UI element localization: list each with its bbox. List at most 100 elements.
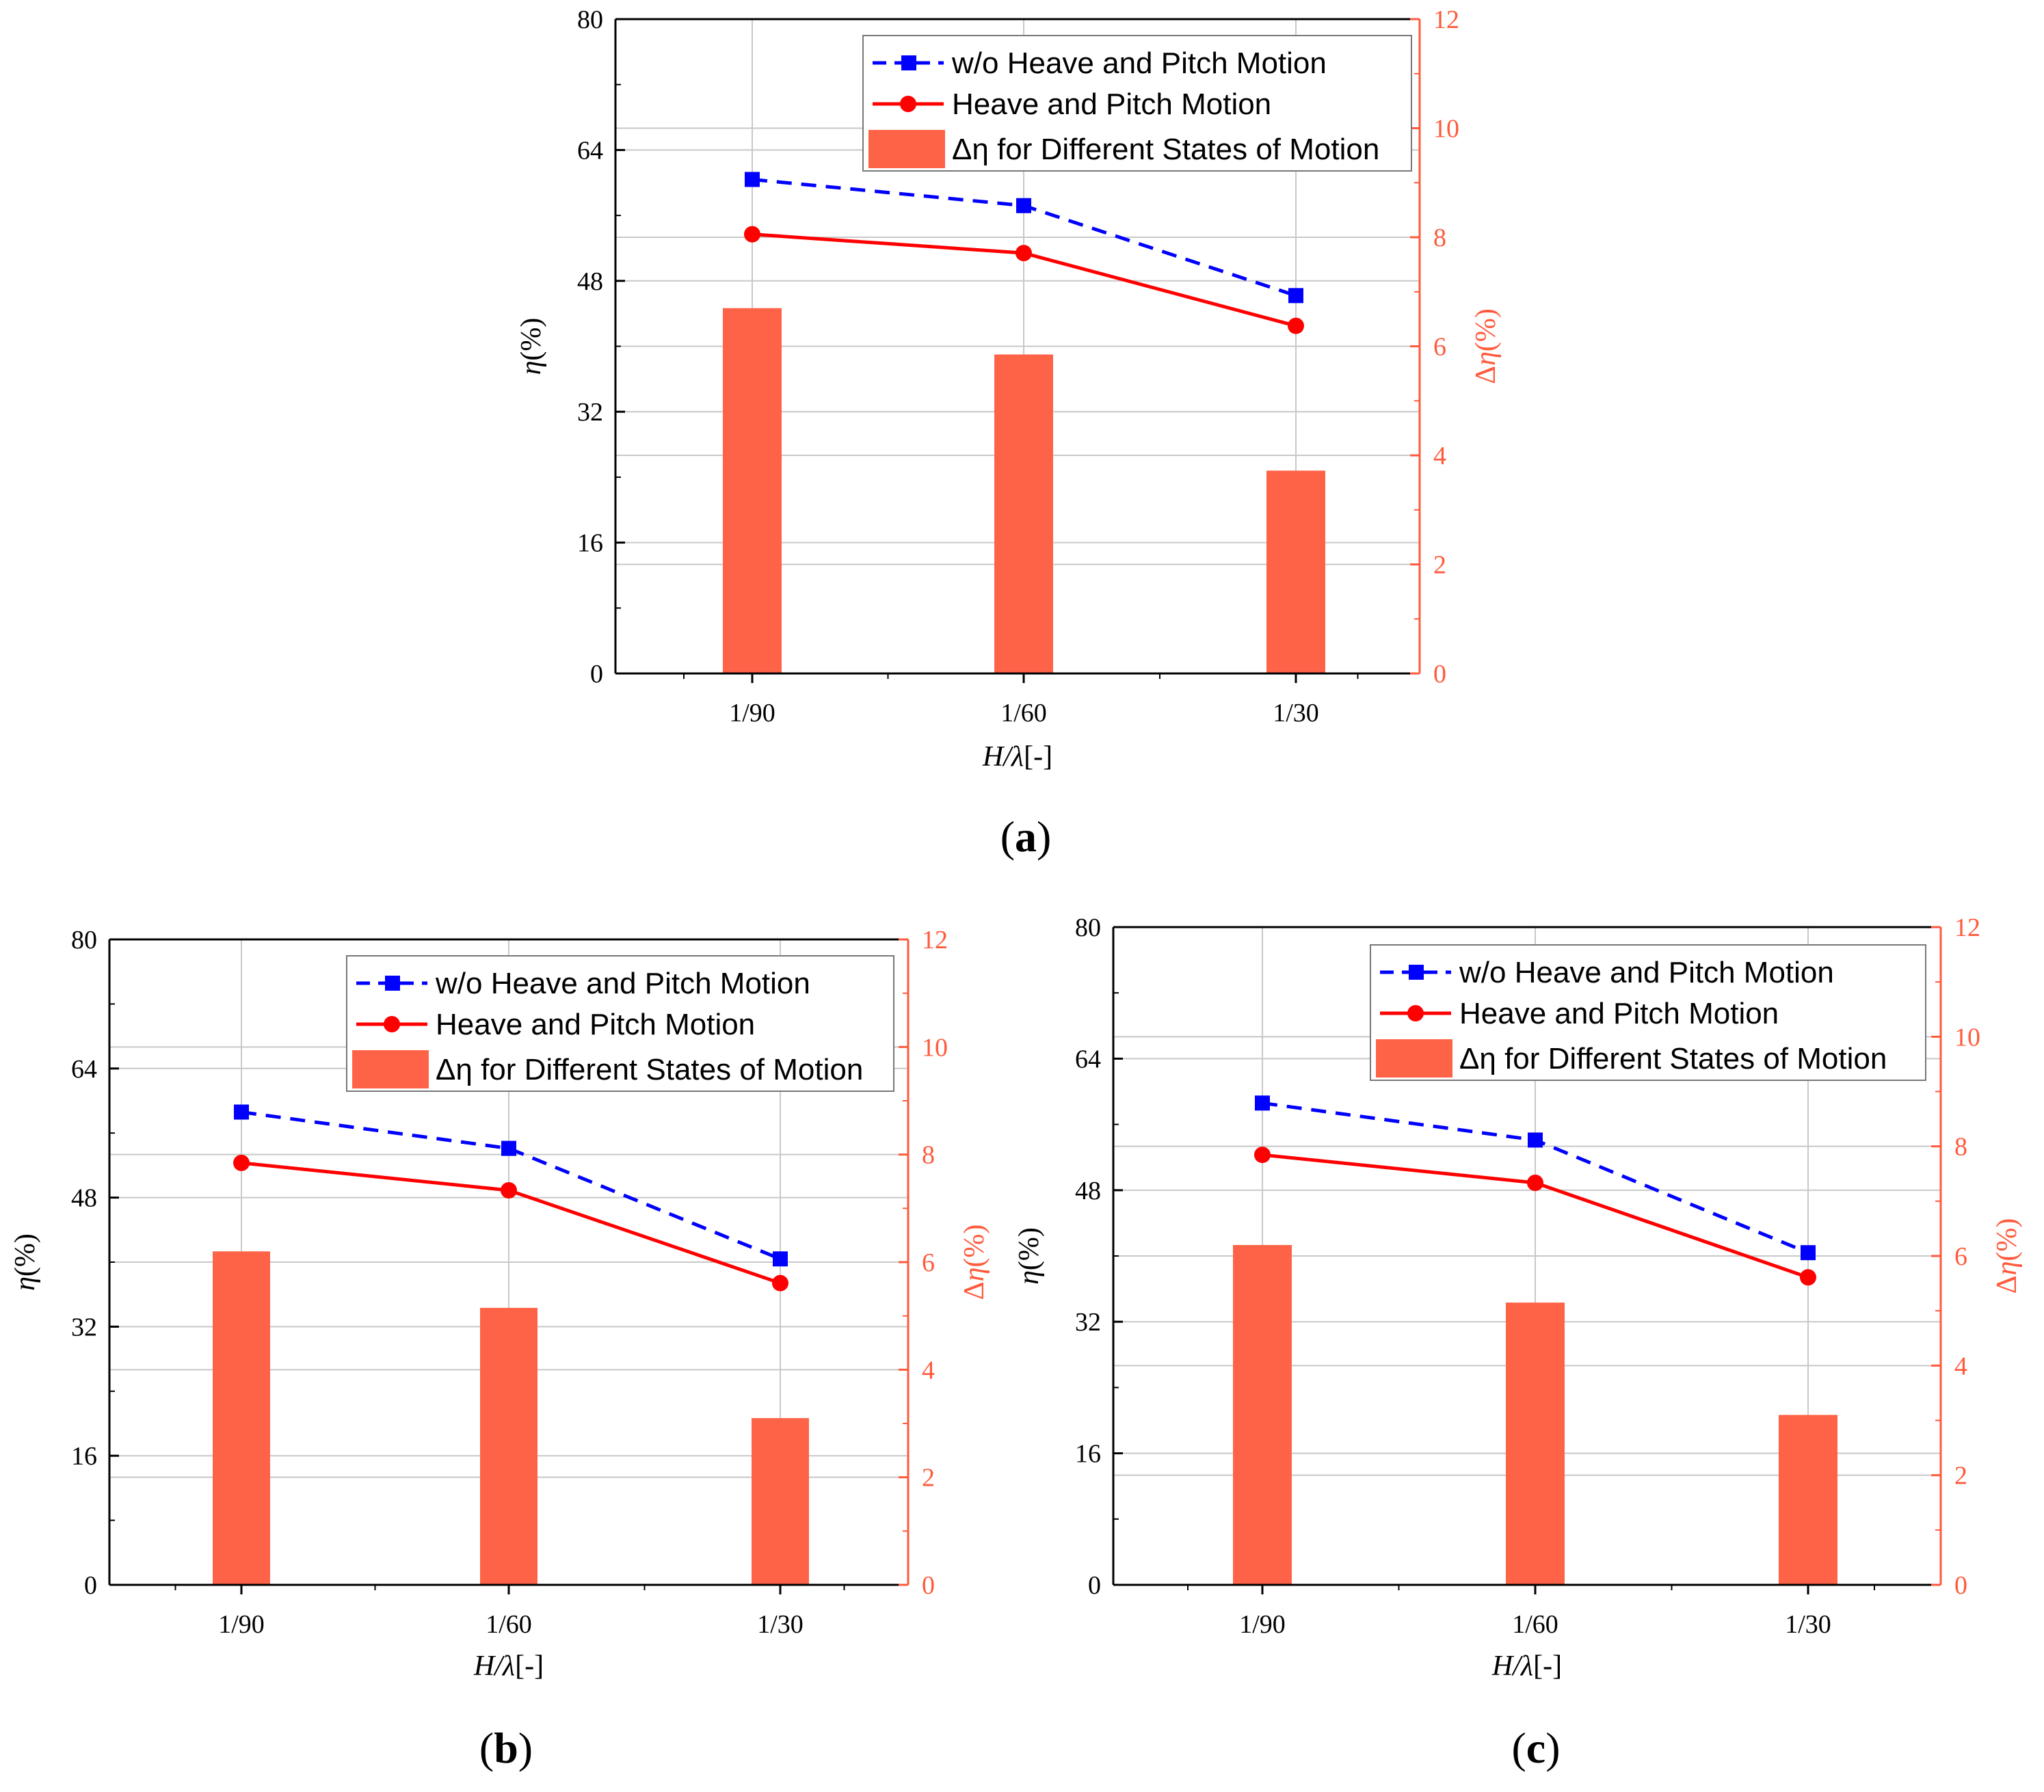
y2tick-label: 2	[1954, 1462, 1967, 1490]
legend-marker-square	[901, 55, 916, 70]
ytick-label: 80	[577, 5, 603, 34]
y2tick-label: 2	[1433, 551, 1446, 580]
ytick-label: 80	[1075, 913, 1101, 942]
legend-box	[862, 35, 1412, 172]
ytick-label: 16	[71, 1442, 97, 1471]
y-axis-label: η(%)	[516, 318, 547, 375]
xtick-label: 1/90	[218, 1610, 265, 1639]
y2tick-label: 4	[922, 1356, 935, 1385]
y2tick-label: 8	[1954, 1133, 1967, 1162]
bar-delta-eta	[213, 1251, 270, 1585]
point-without-motion	[234, 1104, 249, 1120]
y2tick-label: 6	[922, 1248, 935, 1277]
legend: w/o Heave and Pitch Motion Heave and Pitc…	[1370, 944, 1926, 1081]
legend-label-3: Δη for Different States of Motion	[952, 133, 1379, 166]
chart-panel-c: 0 16 32 48 64 80 0 2 4 6 8 10 12 1/90 1/60 1/30 w/o Heav…	[1013, 913, 2023, 1772]
x-axis-label: H/λ[-]	[982, 741, 1052, 773]
ytick-label: 48	[1075, 1177, 1101, 1205]
panel-label: (b)	[479, 1724, 533, 1772]
y2tick-label: 4	[1433, 442, 1446, 470]
bar-delta-eta	[480, 1307, 537, 1585]
point-with-motion	[1527, 1174, 1543, 1191]
y2tick-label: 10	[922, 1033, 948, 1062]
point-without-motion	[1801, 1245, 1816, 1261]
y2tick-label: 0	[1954, 1571, 1967, 1600]
xtick-label: 1/30	[1785, 1610, 1831, 1639]
legend-box	[1370, 944, 1926, 1081]
y2-axis-label: Δη(%)	[1470, 308, 1502, 384]
ytick-label: 0	[1088, 1571, 1101, 1600]
xtick-label: 1/60	[1000, 699, 1047, 727]
xtick-label: 1/30	[757, 1610, 804, 1639]
bar-delta-eta	[1266, 470, 1325, 673]
point-with-motion	[233, 1154, 250, 1171]
legend-marker-square	[385, 976, 400, 991]
legend-label-3: Δη for Different States of Motion	[1459, 1042, 1887, 1075]
point-without-motion	[1288, 288, 1303, 304]
point-without-motion	[773, 1251, 788, 1267]
legend-box	[346, 955, 894, 1092]
line-with-motion	[241, 1161, 781, 1285]
legend-label-1: w/o Heave and Pitch Motion	[951, 46, 1327, 80]
legend: w/o Heave and Pitch Motion Heave and Pitc…	[346, 955, 894, 1092]
legend-swatch-bar	[868, 130, 945, 168]
point-without-motion	[1016, 198, 1031, 213]
bar-delta-eta	[1779, 1415, 1837, 1585]
ytick-label: 64	[1075, 1045, 1101, 1073]
y2tick-label: 8	[1433, 224, 1446, 252]
point-without-motion	[1255, 1095, 1270, 1111]
point-without-motion	[1528, 1132, 1543, 1148]
panel-label: (a)	[1000, 812, 1052, 861]
point-with-motion	[772, 1274, 788, 1292]
y-axis-label: η(%)	[10, 1233, 41, 1291]
y2tick-label: 8	[922, 1141, 935, 1170]
xtick-label: 1/90	[729, 699, 775, 727]
legend-label-2: Heave and Pitch Motion	[952, 88, 1271, 121]
y2tick-label: 4	[1954, 1352, 1967, 1380]
legend-swatch-bar	[352, 1050, 429, 1088]
point-with-motion	[1016, 245, 1032, 262]
point-without-motion	[501, 1140, 516, 1156]
bar-delta-eta	[1233, 1244, 1292, 1585]
xtick-label: 1/90	[1239, 1610, 1286, 1639]
ytick-label: 16	[577, 529, 603, 558]
point-with-motion	[1288, 317, 1304, 334]
y2tick-label: 0	[1433, 660, 1446, 688]
y2tick-label: 0	[922, 1571, 935, 1600]
legend-label-1: w/o Heave and Pitch Motion	[435, 967, 810, 1000]
panel-label: (c)	[1511, 1724, 1560, 1772]
ytick-label: 80	[71, 926, 97, 954]
xtick-label: 1/60	[1512, 1610, 1558, 1639]
legend-swatch-bar	[1376, 1039, 1452, 1078]
point-with-motion	[1254, 1147, 1271, 1164]
legend-marker-circle	[384, 1016, 400, 1032]
legend: w/o Heave and Pitch Motion Heave and Pitc…	[862, 35, 1412, 172]
ytick-label: 32	[577, 398, 603, 427]
legend-label-2: Heave and Pitch Motion	[1459, 997, 1779, 1030]
ytick-label: 48	[71, 1184, 97, 1213]
legend-marker-circle	[900, 96, 916, 112]
ytick-label: 64	[577, 136, 603, 165]
y2-axis-label: Δη(%)	[959, 1225, 990, 1300]
point-with-motion	[744, 226, 760, 243]
y2-axis-label: Δη(%)	[1991, 1218, 2023, 1294]
ytick-label: 64	[71, 1055, 97, 1084]
bar-delta-eta	[752, 1418, 809, 1585]
y2tick-label: 12	[1954, 913, 1980, 942]
bar-delta-eta	[723, 308, 782, 673]
x-axis-label: H/λ[-]	[473, 1650, 544, 1682]
bar-delta-eta	[1506, 1302, 1565, 1585]
point-with-motion	[501, 1181, 517, 1199]
ytick-label: 0	[84, 1571, 97, 1600]
y2tick-label: 6	[1954, 1242, 1967, 1271]
legend-marker-square	[1409, 965, 1424, 980]
y2tick-label: 12	[922, 926, 948, 954]
y2tick-label: 6	[1433, 333, 1446, 362]
y2tick-label: 10	[1954, 1023, 1980, 1052]
ytick-label: 16	[1075, 1440, 1101, 1469]
ytick-label: 0	[590, 660, 603, 688]
legend-label-2: Heave and Pitch Motion	[436, 1008, 755, 1041]
point-without-motion	[745, 172, 760, 187]
legend-label-1: w/o Heave and Pitch Motion	[1459, 956, 1834, 989]
